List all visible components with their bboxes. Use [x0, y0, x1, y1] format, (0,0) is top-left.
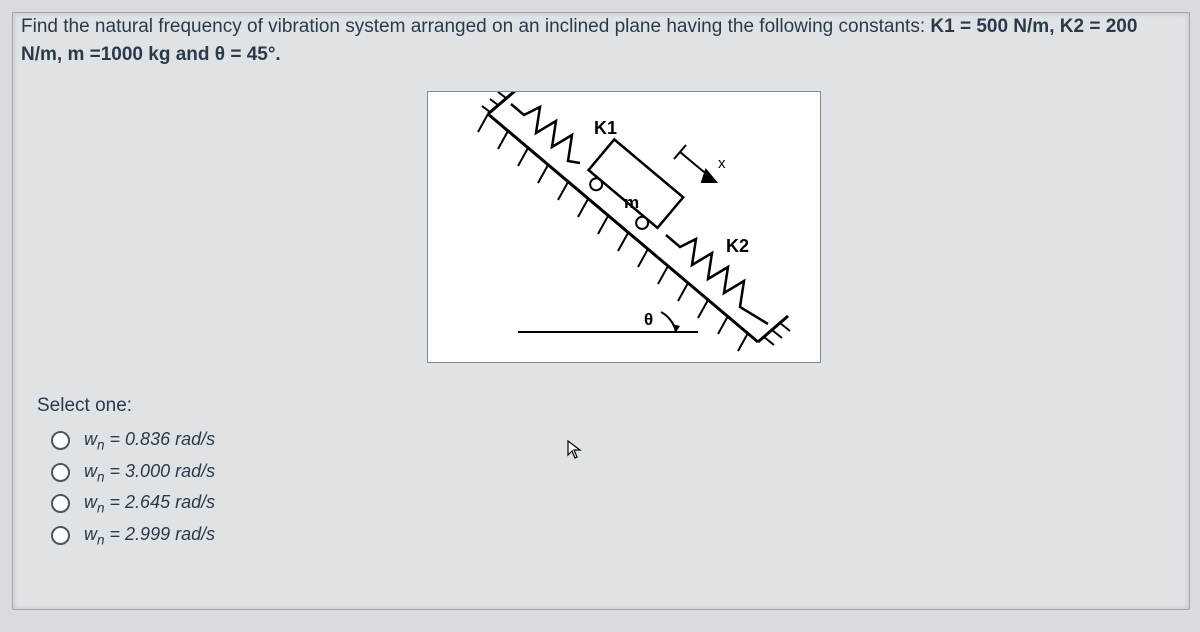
select-one-label: Select one: — [37, 395, 215, 417]
option-3-text: wn = 2.645 rad/s — [84, 492, 215, 516]
label-x: x — [718, 155, 726, 172]
label-m: m — [624, 193, 639, 212]
question-text: Find the natural frequency of vibration … — [21, 13, 1181, 68]
label-k1: K1 — [594, 118, 617, 138]
option-4-text: wn = 2.999 rad/s — [84, 524, 215, 548]
cursor-icon — [567, 440, 583, 465]
radio-icon[interactable] — [51, 526, 70, 545]
option-1[interactable]: wn = 0.836 rad/s — [51, 429, 215, 453]
radio-icon[interactable] — [51, 431, 70, 450]
radio-icon[interactable] — [51, 463, 70, 482]
inclined-plane-figure: K1 K2 m θ x — [428, 92, 820, 362]
question-preamble: Find the natural frequency of vibration … — [21, 16, 930, 37]
label-k2: K2 — [726, 236, 749, 256]
answers-block: Select one: wn = 0.836 rad/s wn = 3.000 … — [37, 395, 215, 555]
quiz-frame: Find the natural frequency of vibration … — [12, 12, 1190, 610]
option-1-text: wn = 0.836 rad/s — [84, 429, 215, 453]
option-3[interactable]: wn = 2.645 rad/s — [51, 492, 215, 516]
label-theta: θ — [644, 310, 653, 329]
option-2[interactable]: wn = 3.000 rad/s — [51, 461, 215, 485]
option-2-text: wn = 3.000 rad/s — [84, 461, 215, 485]
figure-container: K1 K2 m θ x — [427, 91, 821, 363]
radio-icon[interactable] — [51, 494, 70, 513]
option-4[interactable]: wn = 2.999 rad/s — [51, 524, 215, 548]
